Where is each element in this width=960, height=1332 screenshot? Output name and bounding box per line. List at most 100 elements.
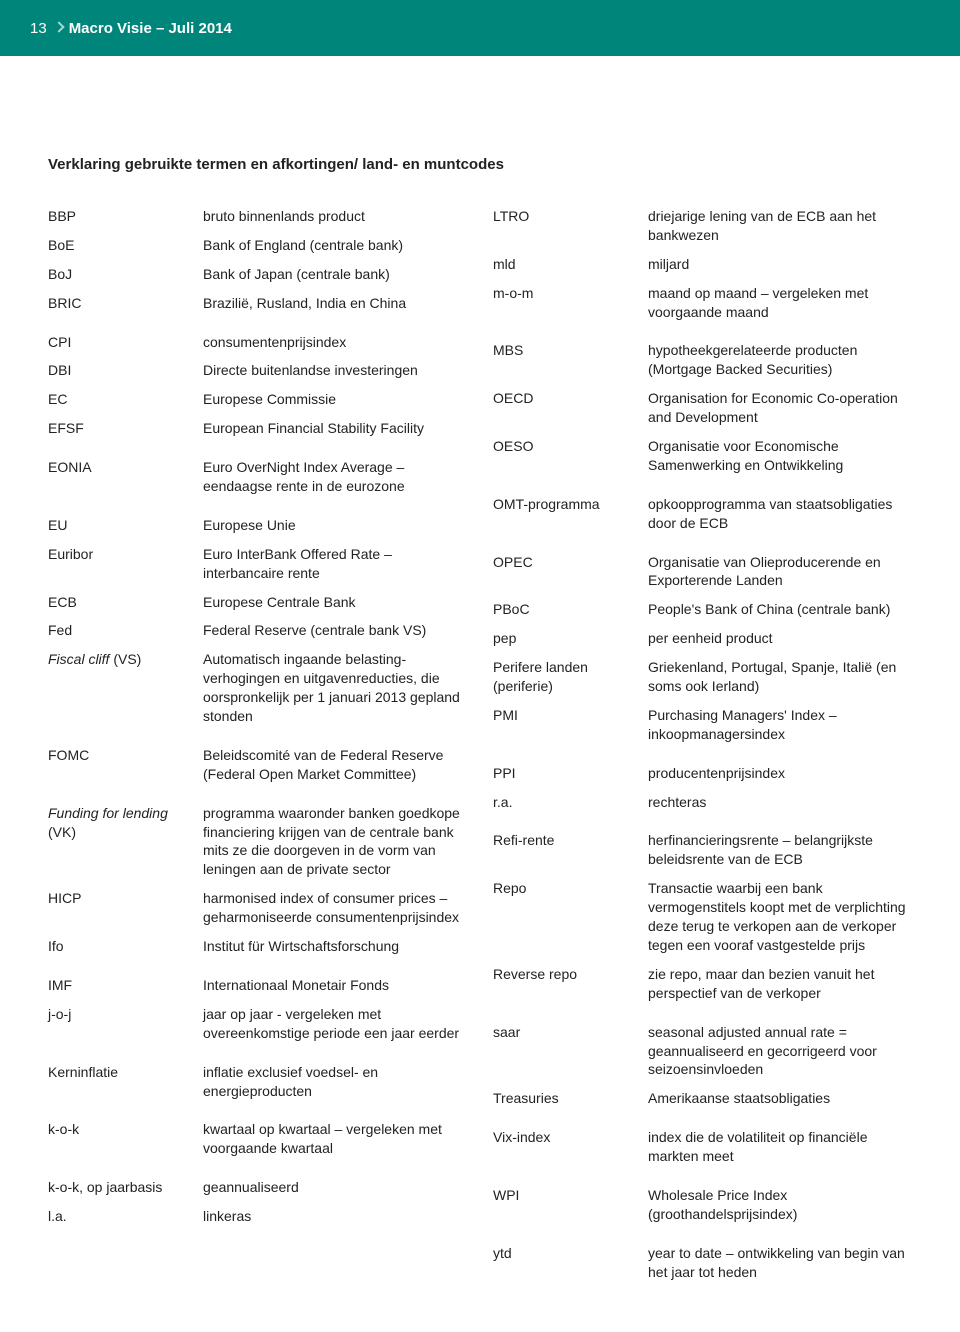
glossary-definition: Organisatie voor Economische Samenwerkin… bbox=[648, 437, 912, 475]
glossary-term: OPEC bbox=[493, 553, 648, 591]
glossary-row: OECDOrganisation for Economic Co-operati… bbox=[493, 389, 912, 427]
glossary-row: k-o-k, op jaarbasisgeannualiseerd bbox=[48, 1178, 467, 1197]
spacer bbox=[48, 448, 467, 458]
glossary-row: RepoTransactie waarbij een bank vermogen… bbox=[493, 879, 912, 955]
glossary-definition: Institut für Wirtschaftsforschung bbox=[203, 937, 467, 956]
glossary-definition: Euro OverNight Index Average – eendaagse… bbox=[203, 458, 467, 496]
glossary-definition: maand op maand – vergeleken met voorgaan… bbox=[648, 284, 912, 322]
glossary-term: Fed bbox=[48, 621, 203, 640]
glossary-column-right: LTROdriejarige lening van de ECB aan het… bbox=[493, 207, 912, 1292]
glossary-row: saarseasonal adjusted annual rate = gean… bbox=[493, 1023, 912, 1080]
glossary-row: l.a.linkeras bbox=[48, 1207, 467, 1226]
glossary-definition: Europese Commissie bbox=[203, 390, 467, 409]
glossary-term: Reverse repo bbox=[493, 965, 648, 1003]
spacer bbox=[48, 794, 467, 804]
spacer bbox=[493, 1176, 912, 1186]
term-italic-part: Fiscal cliff bbox=[48, 651, 109, 667]
glossary-term: Euribor bbox=[48, 545, 203, 583]
glossary-row: Perifere landen (periferie)Griekenland, … bbox=[493, 658, 912, 696]
glossary-row: j-o-jjaar op jaar - vergeleken met overe… bbox=[48, 1005, 467, 1043]
spacer bbox=[493, 1118, 912, 1128]
glossary-term: Treasuries bbox=[493, 1089, 648, 1108]
glossary-columns: BBPbruto binnenlands productBoEBank of E… bbox=[48, 207, 912, 1292]
glossary-definition: Brazilië, Rusland, India en China bbox=[203, 294, 467, 313]
spacer bbox=[48, 1110, 467, 1120]
spacer bbox=[493, 485, 912, 495]
glossary-term: Kerninflatie bbox=[48, 1063, 203, 1101]
glossary-row: DBIDirecte buitenlandse investeringen bbox=[48, 361, 467, 380]
glossary-definition: Internationaal Monetair Fonds bbox=[203, 976, 467, 995]
glossary-column-left: BBPbruto binnenlands productBoEBank of E… bbox=[48, 207, 467, 1292]
glossary-term: Refi-rente bbox=[493, 831, 648, 869]
glossary-definition: Europese Centrale Bank bbox=[203, 593, 467, 612]
glossary-definition: hypotheekgerelateerde producten (Mortgag… bbox=[648, 341, 912, 379]
glossary-definition: Europese Unie bbox=[203, 516, 467, 535]
glossary-row: IfoInstitut für Wirtschaftsforschung bbox=[48, 937, 467, 956]
glossary-definition: Directe buitenlandse investeringen bbox=[203, 361, 467, 380]
glossary-definition: seasonal adjusted annual rate = geannual… bbox=[648, 1023, 912, 1080]
glossary-row: OMT-programmaopkoopprogramma van staats­… bbox=[493, 495, 912, 533]
spacer bbox=[493, 543, 912, 553]
glossary-term: EFSF bbox=[48, 419, 203, 438]
glossary-definition: index die de volatiliteit op financiële … bbox=[648, 1128, 912, 1166]
glossary-row: Funding for lending (VK)programma waaron… bbox=[48, 804, 467, 880]
glossary-row: ECEuropese Commissie bbox=[48, 390, 467, 409]
glossary-definition: Transactie waarbij een bank vermogenstit… bbox=[648, 879, 912, 955]
spacer bbox=[493, 754, 912, 764]
glossary-term: OECD bbox=[493, 389, 648, 427]
glossary-row: FedFederal Reserve (centrale bank VS) bbox=[48, 621, 467, 640]
spacer bbox=[493, 331, 912, 341]
spacer bbox=[493, 821, 912, 831]
spacer bbox=[493, 1234, 912, 1244]
glossary-row: r.a.rechteras bbox=[493, 793, 912, 812]
page-number: 13 bbox=[30, 20, 47, 37]
glossary-definition: consumentenprijsindex bbox=[203, 333, 467, 352]
glossary-term: k-o-k bbox=[48, 1120, 203, 1158]
glossary-definition: Federal Reserve (centrale bank VS) bbox=[203, 621, 467, 640]
glossary-term: OMT-programma bbox=[493, 495, 648, 533]
glossary-term: WPI bbox=[493, 1186, 648, 1224]
glossary-row: PPIproducentenprijsindex bbox=[493, 764, 912, 783]
glossary-row: EONIAEuro OverNight Index Average – eend… bbox=[48, 458, 467, 496]
glossary-term: ytd bbox=[493, 1244, 648, 1282]
glossary-row: Kerninflatieinflatie exclusief voedsel- … bbox=[48, 1063, 467, 1101]
glossary-term: Repo bbox=[493, 879, 648, 955]
glossary-definition: geannualiseerd bbox=[203, 1178, 467, 1197]
glossary-term: PMI bbox=[493, 706, 648, 744]
glossary-row: HICPharmonised index of consumer prices … bbox=[48, 889, 467, 927]
glossary-row: PMIPurchasing Managers' Index – inkoopma… bbox=[493, 706, 912, 744]
glossary-definition: Wholesale Price Index (groothandelsprijs… bbox=[648, 1186, 912, 1224]
glossary-term: l.a. bbox=[48, 1207, 203, 1226]
glossary-row: ECBEuropese Centrale Bank bbox=[48, 593, 467, 612]
glossary-definition: European Financial Stability Facility bbox=[203, 419, 467, 438]
spacer bbox=[48, 1053, 467, 1063]
glossary-row: BoEBank of England (centrale bank) bbox=[48, 236, 467, 255]
glossary-definition: Beleidscomité van de Federal Reserve (Fe… bbox=[203, 746, 467, 784]
glossary-definition: year to date – ontwikkeling van begin va… bbox=[648, 1244, 912, 1282]
glossary-term: ECB bbox=[48, 593, 203, 612]
glossary-definition: kwartaal op kwartaal – vergeleken met vo… bbox=[203, 1120, 467, 1158]
glossary-row: EuriborEuro InterBank Offered Rate – int… bbox=[48, 545, 467, 583]
glossary-term: Funding for lending (VK) bbox=[48, 804, 203, 880]
glossary-row: WPIWholesale Price Index (groothandelspr… bbox=[493, 1186, 912, 1224]
term-rest: (VK) bbox=[48, 824, 76, 840]
glossary-term: Fiscal cliff (VS) bbox=[48, 650, 203, 726]
glossary-term: BBP bbox=[48, 207, 203, 226]
glossary-definition: herfinancieringsrente – belangrijkste be… bbox=[648, 831, 912, 869]
glossary-definition: Organisatie van Olieproducerende en Expo… bbox=[648, 553, 912, 591]
glossary-definition: producentenprijsindex bbox=[648, 764, 912, 783]
glossary-term: j-o-j bbox=[48, 1005, 203, 1043]
glossary-definition: People's Bank of China (centrale bank) bbox=[648, 600, 912, 619]
glossary-definition: Bank of England (centrale bank) bbox=[203, 236, 467, 255]
glossary-definition: Amerikaanse staatsobligaties bbox=[648, 1089, 912, 1108]
glossary-row: MBShypotheekgerelateerde producten (Mort… bbox=[493, 341, 912, 379]
glossary-row: mldmiljard bbox=[493, 255, 912, 274]
glossary-definition: Automatisch ingaande belasting­verhoging… bbox=[203, 650, 467, 726]
glossary-definition: per eenheid product bbox=[648, 629, 912, 648]
glossary-row: ytdyear to date – ontwikkeling van begin… bbox=[493, 1244, 912, 1282]
spacer bbox=[48, 323, 467, 333]
glossary-term: saar bbox=[493, 1023, 648, 1080]
glossary-term: CPI bbox=[48, 333, 203, 352]
glossary-term: BRIC bbox=[48, 294, 203, 313]
glossary-definition: Organisation for Economic Co-operation a… bbox=[648, 389, 912, 427]
